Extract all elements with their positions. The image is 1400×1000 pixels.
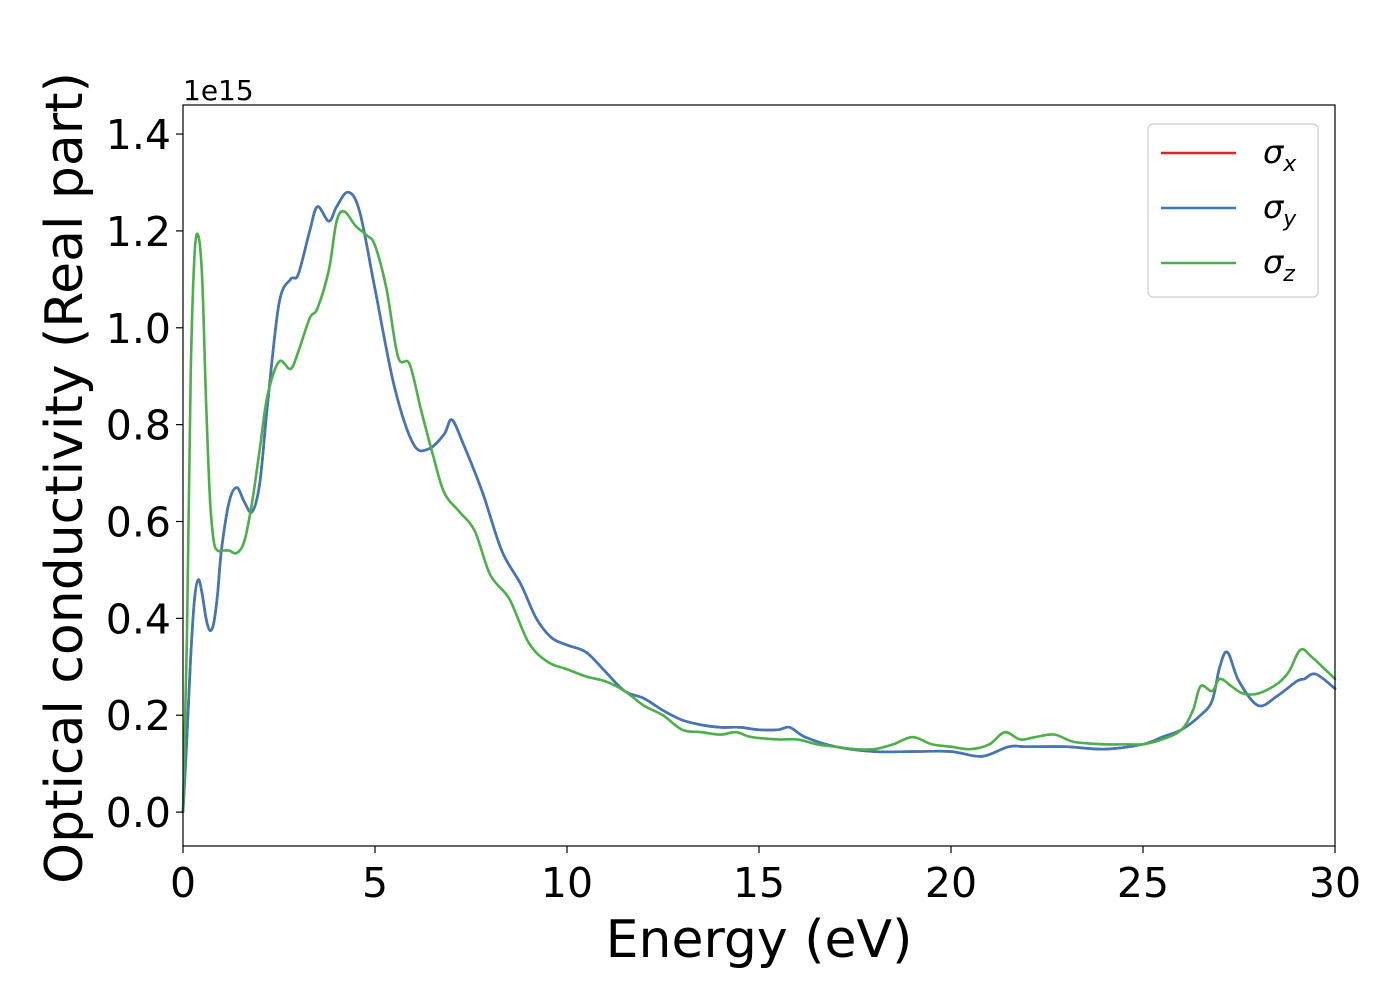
tick-group: 0 5 10 15 20 25 30 0.0 0.2 0.4 0.6 0.8 1.0 1.2 1.4 [106, 111, 1361, 907]
y-axis-scale-label: 1e15 [183, 74, 254, 107]
legend-label-1: σx [1263, 133, 1297, 177]
legend-label-2: σy [1263, 188, 1297, 232]
plot-frame [182, 104, 1336, 847]
y-tick-label: 1.2 [106, 208, 171, 256]
x-tick-label: 30 [1309, 859, 1361, 907]
x-tick-label: 20 [925, 859, 977, 907]
x-tick-label: 5 [362, 859, 388, 907]
y-tick-label: 0.2 [106, 692, 171, 740]
x-tick-label: 0 [170, 859, 196, 907]
series-line-3 [181, 210, 1337, 814]
y-tick-label: 0.6 [106, 499, 171, 547]
y-tick-label: 1.4 [106, 111, 171, 159]
x-tick-label: 10 [541, 859, 593, 907]
y-tick-label: 0.8 [106, 402, 171, 450]
legend: σx σy σz [1147, 123, 1319, 298]
y-axis-title-group: Optical conductivity (Real part) [35, 72, 95, 884]
y-axis-title: Optical conductivity (Real part) [35, 72, 95, 884]
y-tick-label: 0.0 [106, 789, 171, 837]
series-group [181, 190, 1337, 814]
x-axis-title: Energy (eV) [606, 910, 913, 970]
legend-label-3: σz [1263, 243, 1295, 287]
legend-box [1147, 123, 1319, 298]
y-tick-label: 0.4 [106, 595, 171, 643]
x-tick-label: 15 [733, 859, 785, 907]
y-tick-label: 1.0 [106, 305, 171, 353]
x-tick-label: 25 [1117, 859, 1169, 907]
